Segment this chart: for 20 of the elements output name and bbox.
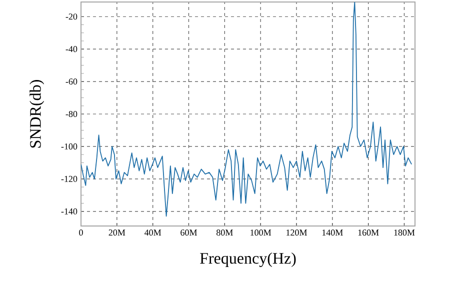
x-tick-label: 0 [79, 230, 83, 236]
y-axis-title: SNDR(db) [30, 80, 44, 148]
x-tick-label: 180M [394, 230, 415, 236]
x-tick-label: 160M [358, 230, 379, 236]
y-tick-label: -60 [66, 78, 78, 85]
y-tick-label: -120 [61, 176, 78, 182]
y-tick-label: -100 [61, 143, 78, 150]
x-tick-label: 40M [144, 230, 162, 236]
x-tick-label: 20M [108, 230, 126, 236]
y-tick-label: -20 [66, 14, 78, 20]
y-tick-label: -140 [61, 208, 78, 214]
x-tick-label: 120M [286, 230, 307, 236]
x-tick-label: 60M [180, 230, 197, 236]
y-tick-label: -80 [66, 110, 78, 118]
x-axis-title: Frequency(Hz) [200, 252, 296, 268]
y-tick-label: -40 [66, 46, 78, 52]
x-tick-label: 140M [322, 230, 343, 236]
line-series [81, 2, 412, 217]
x-tick-label: 80M [216, 230, 233, 236]
x-tick-label: 100M [250, 230, 272, 236]
